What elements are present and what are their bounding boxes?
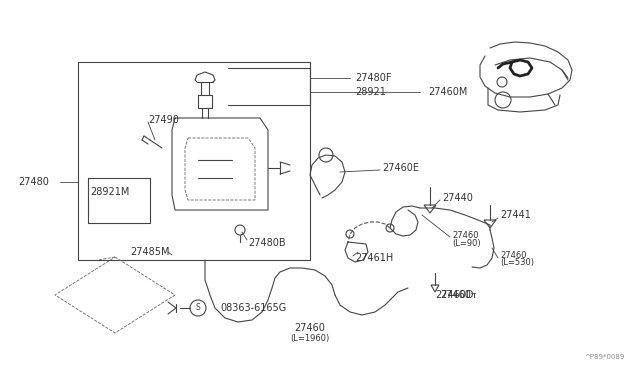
Text: 27460D: 27460D [435,290,474,300]
Text: (L=530): (L=530) [500,259,534,267]
Text: 28921: 28921 [355,87,386,97]
Text: 27480: 27480 [18,177,49,187]
Text: 27440: 27440 [442,193,473,203]
Text: 27460: 27460 [294,323,325,333]
Text: 27480B: 27480B [248,238,285,248]
Text: 27460ד: 27460ד [440,290,476,300]
Text: 27460: 27460 [452,231,479,240]
Text: 08363-6165G: 08363-6165G [220,303,286,313]
Text: ^P89*0089: ^P89*0089 [584,354,625,360]
Text: 27460E: 27460E [382,163,419,173]
Text: 27460: 27460 [500,250,527,260]
Text: 28921M: 28921M [90,187,129,197]
Text: (L=90): (L=90) [452,238,481,247]
Text: 27485M: 27485M [130,247,170,257]
Text: 27461H: 27461H [355,253,393,263]
Text: 27480F: 27480F [355,73,392,83]
Text: (L=1960): (L=1960) [291,334,330,343]
Text: 27460M: 27460M [428,87,467,97]
Text: 27490: 27490 [148,115,179,125]
Text: S: S [196,304,200,312]
Text: 27441: 27441 [500,210,531,220]
